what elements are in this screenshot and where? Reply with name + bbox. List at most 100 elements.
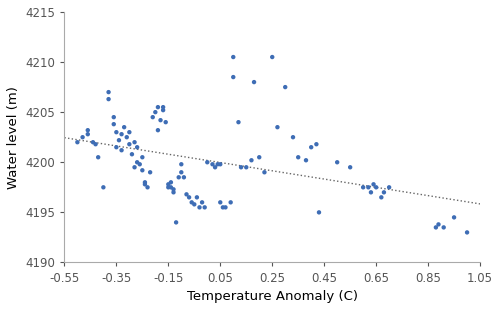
Point xyxy=(154,105,162,110)
Point xyxy=(250,80,258,85)
Point xyxy=(208,162,216,167)
Point xyxy=(463,230,471,235)
Point xyxy=(219,205,227,210)
Point xyxy=(312,142,320,147)
Point xyxy=(126,130,134,135)
Point xyxy=(118,148,126,153)
Point xyxy=(214,162,222,167)
Point xyxy=(230,55,237,60)
Point xyxy=(110,115,118,120)
Point xyxy=(196,205,203,210)
Point xyxy=(333,160,341,165)
Point xyxy=(211,165,219,170)
Point xyxy=(110,122,118,127)
Point xyxy=(120,125,128,130)
Point xyxy=(167,185,175,190)
Point xyxy=(170,190,177,195)
Point xyxy=(74,140,82,145)
Point xyxy=(193,195,201,200)
Point xyxy=(84,132,92,137)
Point xyxy=(126,142,134,147)
Point xyxy=(174,175,182,180)
Point xyxy=(138,168,146,173)
Point xyxy=(141,180,149,185)
Point xyxy=(432,225,440,230)
Point xyxy=(307,145,315,150)
Point xyxy=(359,185,367,190)
Point xyxy=(178,170,186,175)
Point xyxy=(115,138,123,143)
Point xyxy=(364,185,372,190)
Point xyxy=(434,222,442,227)
Point xyxy=(230,75,237,80)
X-axis label: Temperature Anomaly (C): Temperature Anomaly (C) xyxy=(186,290,358,303)
Point xyxy=(216,200,224,205)
Point xyxy=(255,155,263,160)
Point xyxy=(84,128,92,133)
Point xyxy=(302,158,310,163)
Point xyxy=(226,200,234,205)
Point xyxy=(112,130,120,135)
Point xyxy=(148,115,156,120)
Point xyxy=(315,210,323,215)
Point xyxy=(112,145,120,150)
Point xyxy=(167,180,175,185)
Point xyxy=(123,135,131,140)
Point xyxy=(100,185,108,190)
Point xyxy=(248,158,256,163)
Point xyxy=(172,220,180,225)
Point xyxy=(133,145,141,150)
Point xyxy=(118,132,126,137)
Point xyxy=(104,97,112,102)
Point xyxy=(104,90,112,95)
Point xyxy=(200,205,208,210)
Point xyxy=(440,225,448,230)
Point xyxy=(380,190,388,195)
Point xyxy=(188,200,196,205)
Point xyxy=(146,170,154,175)
Point xyxy=(237,165,245,170)
Point xyxy=(182,192,190,197)
Point xyxy=(159,108,167,113)
Point xyxy=(378,195,386,200)
Point xyxy=(289,135,297,140)
Point xyxy=(268,55,276,60)
Y-axis label: Water level (m): Water level (m) xyxy=(7,86,20,189)
Point xyxy=(260,170,268,175)
Point xyxy=(133,160,141,165)
Point xyxy=(144,185,152,190)
Point xyxy=(170,187,177,192)
Point xyxy=(234,120,242,125)
Point xyxy=(152,110,160,115)
Point xyxy=(162,120,170,125)
Point xyxy=(385,185,393,190)
Point xyxy=(198,200,206,205)
Point xyxy=(164,185,172,190)
Point xyxy=(92,142,100,147)
Point xyxy=(154,128,162,133)
Point xyxy=(190,202,198,207)
Point xyxy=(185,195,193,200)
Point xyxy=(222,205,230,210)
Point xyxy=(372,185,380,190)
Point xyxy=(136,162,143,167)
Point xyxy=(178,162,186,167)
Point xyxy=(204,160,212,165)
Point xyxy=(130,165,138,170)
Point xyxy=(370,182,378,187)
Point xyxy=(367,190,375,195)
Point xyxy=(141,182,149,187)
Point xyxy=(281,85,289,90)
Point xyxy=(89,140,97,145)
Point xyxy=(216,162,224,167)
Point xyxy=(274,125,281,130)
Point xyxy=(159,105,167,110)
Point xyxy=(346,165,354,170)
Point xyxy=(164,182,172,187)
Point xyxy=(156,118,164,123)
Point xyxy=(242,165,250,170)
Point xyxy=(450,215,458,220)
Point xyxy=(138,155,146,160)
Point xyxy=(78,135,86,140)
Point xyxy=(180,175,188,180)
